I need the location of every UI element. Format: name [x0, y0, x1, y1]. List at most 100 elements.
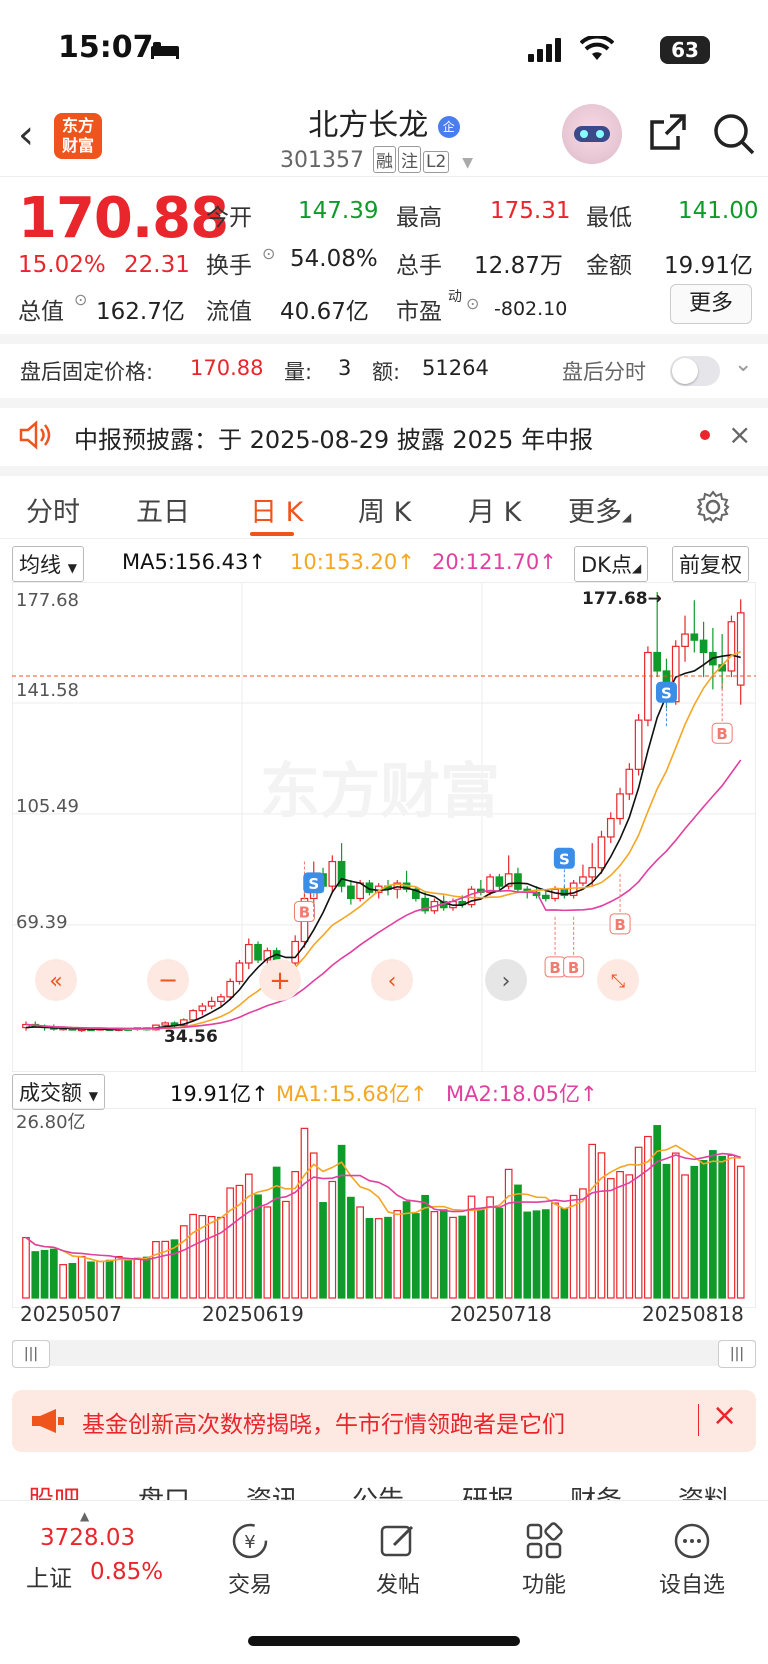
- adjust-selector[interactable]: 前复权: [672, 546, 749, 582]
- tab-more[interactable]: 更多◢: [568, 497, 632, 528]
- candle-body: [22, 1023, 30, 1029]
- back-icon[interactable]: ‹: [18, 112, 34, 158]
- buy-marker: [563, 956, 585, 978]
- candle-body: [644, 651, 652, 721]
- tab-weekly-k[interactable]: 周 K: [358, 497, 412, 528]
- tab-research[interactable]: 研报: [462, 1480, 514, 1500]
- close-icon[interactable]: ×: [728, 418, 752, 451]
- range-handle-right[interactable]: |||: [718, 1340, 756, 1368]
- chevron-down-icon[interactable]: ⌄: [734, 352, 753, 377]
- promo-banner[interactable]: 基金创新高次数榜揭晓，牛市行情领跑者是它们 ×: [12, 1390, 756, 1452]
- marker-letter: S: [559, 850, 570, 868]
- dk-point-selector[interactable]: DK点◢: [574, 546, 649, 582]
- tab-news[interactable]: 资讯: [246, 1480, 298, 1500]
- tab-pankou[interactable]: 盘口: [138, 1480, 190, 1500]
- edit-icon: [380, 1525, 414, 1557]
- stock-code-row[interactable]: 301357 融注 L2 ▼: [280, 146, 473, 173]
- volume-indicator-selector[interactable]: 成交额 ▼: [12, 1074, 105, 1110]
- volume-bar: [328, 1180, 337, 1299]
- candle-body: [681, 633, 689, 647]
- after-hours-toggle[interactable]: [670, 356, 720, 386]
- search-icon[interactable]: [712, 112, 756, 156]
- high-value: 175.31: [490, 198, 571, 224]
- indicator-selector[interactable]: 均线 ▼: [12, 546, 84, 582]
- more-button[interactable]: 更多: [670, 284, 752, 324]
- marker-letter: B: [549, 959, 560, 977]
- volume-bar: [384, 1216, 392, 1299]
- pe-value: -802.10: [494, 298, 568, 320]
- candle-body: [606, 817, 615, 838]
- marker-letter: B: [614, 916, 625, 934]
- candle-body: [226, 980, 235, 998]
- nav-post[interactable]: 发帖: [348, 1521, 448, 1599]
- dropdown-caret-icon[interactable]: ▼: [462, 155, 474, 171]
- tab-intraday[interactable]: 分时: [26, 497, 80, 528]
- volume-bar: [625, 1174, 634, 1299]
- tab-guba[interactable]: 股吧: [28, 1480, 80, 1500]
- enterprise-badge-icon: 企: [437, 115, 460, 138]
- info-dots-icon[interactable]: ⊙: [262, 244, 276, 263]
- candle-body: [736, 612, 745, 686]
- volume-bar: [662, 1163, 671, 1299]
- volume-bar: [40, 1249, 49, 1299]
- nav-trade[interactable]: ¥ 交易: [200, 1521, 300, 1599]
- share-icon[interactable]: [648, 112, 688, 152]
- info-dots-icon[interactable]: ⊙: [466, 294, 480, 313]
- volume-bar: [49, 1248, 58, 1299]
- tab-daily-k[interactable]: 日 K: [250, 497, 304, 528]
- volume-bar: [87, 1261, 95, 1299]
- volume-bar: [644, 1135, 652, 1299]
- info-dots-icon[interactable]: ⊙: [74, 290, 88, 309]
- candle-body: [337, 860, 346, 887]
- candle-body: [541, 894, 550, 900]
- chart-grid: [12, 582, 756, 1072]
- tab-finance[interactable]: 财务: [570, 1480, 622, 1500]
- sleep-bed-icon: [151, 42, 179, 59]
- section-divider: [0, 334, 768, 344]
- candle-body: [690, 633, 699, 641]
- candle-body: [616, 793, 624, 820]
- buy-marker: [609, 913, 631, 935]
- vol-ma2-line: [25, 1152, 741, 1261]
- candle-body: [579, 876, 587, 884]
- index-change[interactable]: 0.85%: [90, 1559, 164, 1585]
- home-indicator: [248, 1636, 520, 1646]
- tab-five-day[interactable]: 五日: [136, 497, 190, 528]
- marker-letter: S: [308, 875, 319, 893]
- volume-bar: [207, 1215, 216, 1299]
- tab-monthly-k[interactable]: 月 K: [468, 497, 522, 528]
- index-value[interactable]: 3728.03: [40, 1525, 136, 1551]
- tab-announcement[interactable]: 公告: [352, 1480, 404, 1500]
- volume-bar: [532, 1210, 541, 1299]
- gear-icon[interactable]: [696, 490, 730, 524]
- tag-l2: L2: [422, 151, 450, 173]
- volume-bar: [272, 1166, 281, 1299]
- chart-range-scrollbar[interactable]: ||| |||: [12, 1340, 756, 1368]
- assistant-avatar[interactable]: [562, 104, 622, 164]
- stock-name: 北方长龙 企: [0, 100, 768, 144]
- candle-body: [217, 996, 225, 1003]
- notice-text[interactable]: 中报预披露：于 2025-08-29 披露 2025 年中报: [74, 426, 594, 454]
- tag-margin: 融: [372, 146, 396, 173]
- volume-chart[interactable]: 26.80亿: [12, 1108, 756, 1308]
- nav-functions[interactable]: 功能: [494, 1521, 594, 1599]
- nav-add-watchlist[interactable]: 设自选: [642, 1521, 742, 1599]
- unread-dot: [700, 430, 710, 440]
- y-tick-label: 141.58: [16, 680, 79, 701]
- candlestick-chart[interactable]: 东方财富 177.68 141.58 105.49 69.39 177.68→ …: [12, 582, 756, 1072]
- change-pct: 15.02%: [18, 252, 106, 278]
- volume-bar: [217, 1216, 225, 1299]
- tabs-divider: [0, 538, 768, 539]
- open-value: 147.39: [298, 198, 379, 224]
- app-logo: 东方 财富: [54, 113, 102, 159]
- range-handle-left[interactable]: |||: [12, 1340, 50, 1368]
- header-divider: [0, 176, 768, 177]
- volume-bar: [727, 1154, 736, 1299]
- mktcap-value: 162.7亿: [96, 299, 185, 325]
- after-hours-vol-label: 量:: [284, 360, 313, 384]
- index-name[interactable]: 上证: [26, 1566, 72, 1592]
- volume-bar: [681, 1174, 689, 1299]
- volume-bar: [699, 1159, 708, 1299]
- close-icon[interactable]: ×: [712, 1398, 738, 1433]
- tab-profile[interactable]: 资料: [678, 1480, 730, 1500]
